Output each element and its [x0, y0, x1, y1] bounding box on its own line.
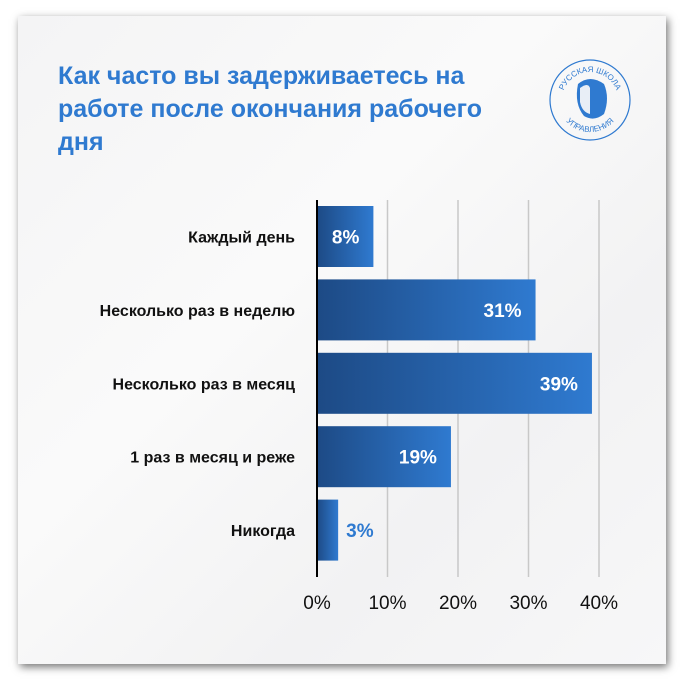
category-label: Несколько раз в месяц: [113, 376, 296, 393]
bar: [317, 206, 374, 267]
x-tick-label: 20%: [439, 593, 477, 614]
data-label: 3%: [346, 521, 374, 542]
x-tick-label: 40%: [580, 593, 618, 614]
category-label: Каждый день: [188, 230, 295, 247]
bar: [317, 352, 592, 414]
data-label: 19%: [399, 448, 437, 469]
category-label: Несколько раз в неделю: [100, 303, 296, 320]
x-tick-label: 10%: [368, 593, 406, 614]
category-label: 1 раз в месяц и реже: [130, 450, 295, 467]
logo: РУССКАЯ ШКОЛА УПРАВЛЕНИЯ: [549, 59, 631, 141]
bar: [317, 499, 339, 561]
bar: [317, 426, 451, 488]
x-tick-label: 30%: [509, 593, 547, 614]
category-label: Никогда: [231, 523, 295, 540]
chart-title: Как часто вы задерживаетесь на работе по…: [58, 62, 482, 156]
data-label: 39%: [540, 374, 578, 395]
x-tick-label: 0%: [303, 593, 331, 614]
bar: [317, 279, 536, 341]
data-label: 8%: [332, 228, 360, 249]
data-label: 31%: [484, 301, 522, 322]
